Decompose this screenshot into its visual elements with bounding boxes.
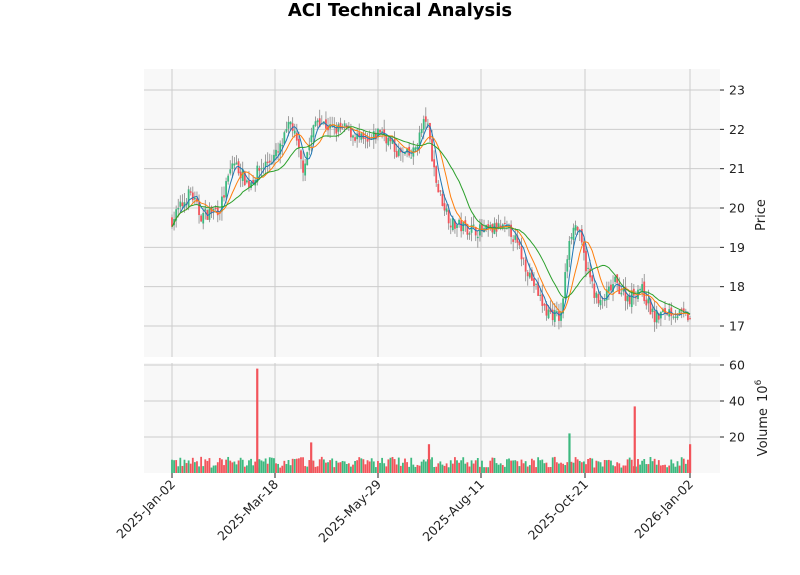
x-tick-label: 2025-May-29	[315, 476, 384, 545]
volume-panel: 20 40 60	[144, 358, 745, 473]
x-tick-label: 2025-Jan-02	[113, 477, 178, 542]
price-panel: 17 18 19 20 21 22 23	[144, 69, 745, 357]
price-tick-label: 19	[729, 240, 745, 255]
x-tick-label: 2025-Oct-21	[525, 477, 591, 543]
price-tick-label: 23	[729, 83, 745, 98]
volume-tick-label: 40	[729, 394, 745, 409]
price-tick-label: 18	[729, 279, 745, 294]
price-tick-label: 20	[729, 201, 745, 216]
x-tick-label: 2025-Mar-18	[214, 476, 281, 543]
price-tick-label: 22	[729, 122, 745, 137]
x-tick-label: 2026-Jan-02	[631, 477, 696, 542]
x-axis: 2025-Jan-02 2025-Mar-18 2025-May-29 2025-Au…	[113, 473, 696, 545]
volume-tick-label: 60	[729, 358, 745, 373]
chart-title: ACI Technical Analysis	[287, 0, 513, 21]
price-tick-label: 17	[729, 319, 745, 334]
x-tick-label: 2025-Aug-11	[419, 477, 487, 545]
volume-axis-label: Volume106	[754, 379, 771, 456]
volume-tick-label: 20	[729, 430, 745, 445]
price-tick-label: 21	[729, 161, 745, 176]
price-axis-label: Price	[754, 199, 769, 231]
